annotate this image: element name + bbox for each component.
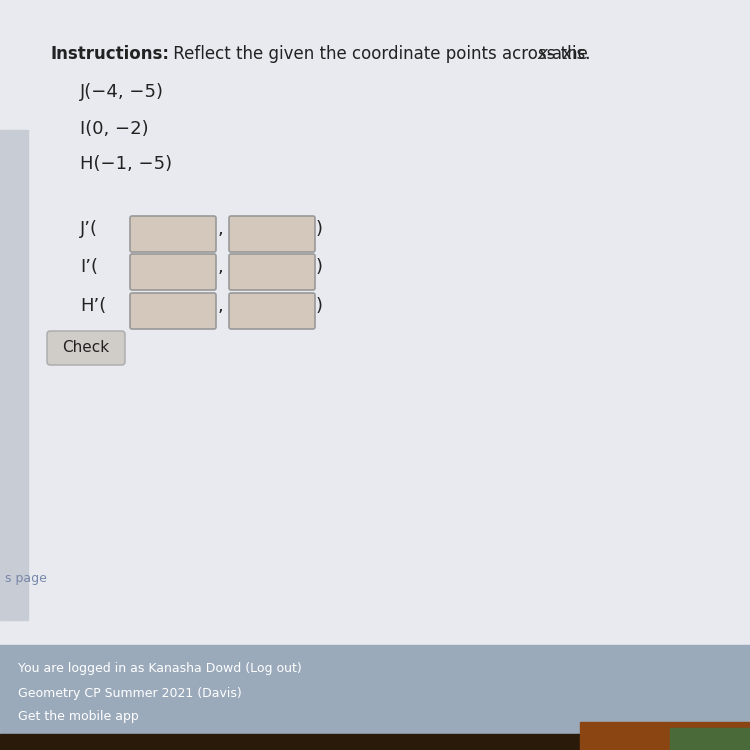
Text: Check: Check	[62, 340, 110, 356]
Text: J(−4, −5): J(−4, −5)	[80, 83, 164, 101]
Text: ,: ,	[218, 258, 223, 276]
Text: Geometry CP Summer 2021 (Davis): Geometry CP Summer 2021 (Davis)	[18, 687, 242, 700]
Bar	[0, 734, 750, 750]
Text: Get the mobile app: Get the mobile app	[18, 710, 139, 723]
Text: s page: s page	[5, 572, 46, 585]
Text: Reflect the given the coordinate points across the: Reflect the given the coordinate points …	[168, 45, 593, 63]
FancyBboxPatch shape	[130, 293, 216, 329]
Text: ,: ,	[218, 297, 223, 315]
Text: H(−1, −5): H(−1, −5)	[80, 155, 172, 173]
Bar	[580, 722, 750, 750]
FancyBboxPatch shape	[229, 216, 315, 252]
Bar	[0, 645, 750, 750]
Bar	[670, 728, 750, 750]
FancyBboxPatch shape	[229, 254, 315, 290]
FancyBboxPatch shape	[229, 293, 315, 329]
Text: You are logged in as Kanasha Dowd (Log out): You are logged in as Kanasha Dowd (Log o…	[18, 662, 302, 675]
Text: x: x	[537, 45, 547, 63]
Text: H’(: H’(	[80, 297, 106, 315]
Text: ): )	[316, 220, 323, 238]
Text: -axis.: -axis.	[546, 45, 590, 63]
FancyBboxPatch shape	[130, 254, 216, 290]
Text: I(0, −2): I(0, −2)	[80, 120, 148, 138]
Bar	[0, 130, 28, 620]
FancyBboxPatch shape	[47, 331, 125, 365]
Text: ,: ,	[218, 220, 223, 238]
FancyBboxPatch shape	[130, 216, 216, 252]
Text: J’(: J’(	[80, 220, 98, 238]
Text: ): )	[316, 258, 323, 276]
Text: ): )	[316, 297, 323, 315]
Text: Instructions:: Instructions:	[50, 45, 169, 63]
Text: I’(: I’(	[80, 258, 98, 276]
